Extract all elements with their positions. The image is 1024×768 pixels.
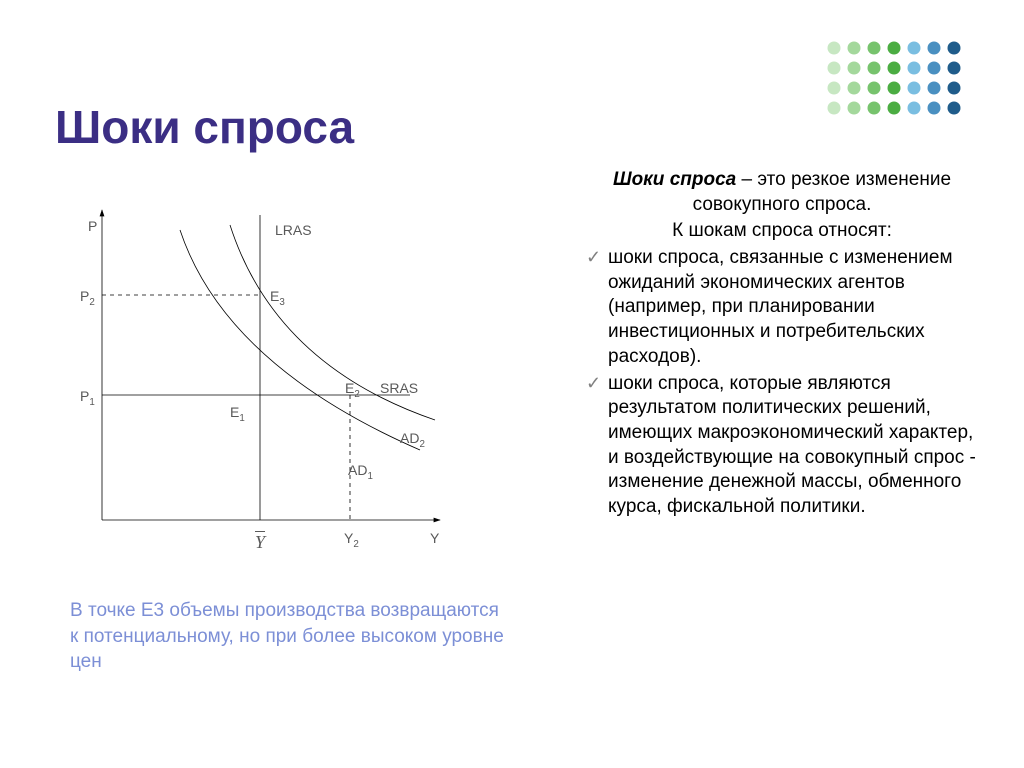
bullet-item: шоки спроса, связанные с изменением ожид… xyxy=(586,246,982,369)
graph-label-ad1: AD1 xyxy=(348,462,373,482)
definition-term: Шоки спроса xyxy=(613,169,736,190)
graph-label-y2: Y2 xyxy=(344,530,359,550)
graph-label-ad2: AD2 xyxy=(400,430,425,450)
graph-label-e3: E3 xyxy=(270,288,285,308)
graph-label-e1: E1 xyxy=(230,404,245,424)
graph-label-p2: P2 xyxy=(80,288,95,308)
graph-label-e2: E2 xyxy=(345,380,360,400)
bullet-list: шоки спроса, связанные с изменением ожид… xyxy=(582,246,982,520)
graph-label-lras: LRAS xyxy=(275,222,312,238)
bullet-intro: К шокам спроса относят: xyxy=(582,219,982,244)
definition-text-block: Шоки спроса – это резкое изменение совок… xyxy=(582,168,982,522)
bullet-item: шоки спроса, которые являются результато… xyxy=(586,372,982,520)
dot-pattern-decoration xyxy=(824,38,984,128)
page-title: Шоки спроса xyxy=(55,100,354,154)
definition-paragraph: Шоки спроса – это резкое изменение совок… xyxy=(582,168,982,217)
graph-label-y: Y xyxy=(430,530,439,546)
graph-label-ybar: Y xyxy=(255,532,265,553)
graph-label-sras: SRAS xyxy=(380,380,418,396)
graph-label-p: P xyxy=(88,218,97,234)
demand-shock-graph: P P2 P1 LRAS E3 E2 E1 SRAS AD2 AD1 Y Y2 Y xyxy=(70,200,450,550)
graph-label-p1: P1 xyxy=(80,388,95,408)
graph-svg xyxy=(70,200,450,550)
graph-caption: В точке Е3 объемы производства возвращаю… xyxy=(70,598,510,675)
